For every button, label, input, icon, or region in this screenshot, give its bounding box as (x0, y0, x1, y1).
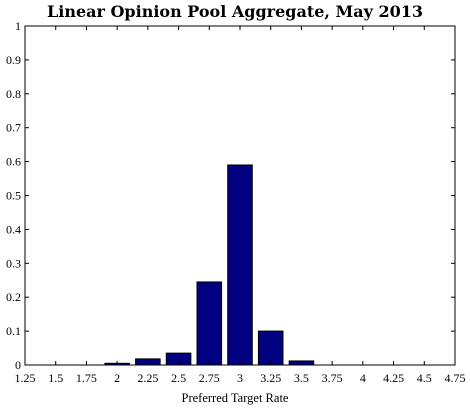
y-tick-label: 0.8 (6, 87, 21, 101)
y-tick-label: 0.2 (6, 290, 21, 304)
bar-2.75 (196, 281, 223, 366)
x-tick-label: 3.5 (294, 371, 309, 385)
x-tick-label: 3 (237, 371, 243, 385)
bar-3.25 (257, 330, 284, 366)
bars-group (104, 164, 315, 366)
y-tick-label: 0 (15, 358, 21, 372)
y-tick-label: 0.6 (6, 155, 21, 169)
x-axis-label: Preferred Target Rate (182, 391, 289, 405)
x-tick-label: 4.75 (445, 371, 466, 385)
x-tick-label: 2 (114, 371, 120, 385)
x-tick-label: 2.5 (171, 371, 186, 385)
x-tick-label: 2.25 (137, 371, 158, 385)
y-tick-label: 0.1 (6, 324, 21, 338)
y-tick-label: 0.3 (6, 256, 21, 270)
x-tick-label: 2.75 (199, 371, 220, 385)
x-tick-label: 4.5 (417, 371, 432, 385)
chart-title: Linear Opinion Pool Aggregate, May 2013 (47, 2, 423, 21)
y-tick-label: 0.9 (6, 53, 21, 67)
bar-3 (227, 164, 253, 366)
y-axis-ticks: 0 0.1 0.2 0.3 0.4 0.5 0.6 0.7 0.8 0.9 1 (6, 19, 455, 372)
x-tick-label: 3.25 (260, 371, 281, 385)
y-tick-label: 0.5 (6, 189, 21, 203)
x-tick-label: 4 (360, 371, 366, 385)
x-tick-label: 3.75 (322, 371, 343, 385)
x-axis-ticks: 1.25 1.5 1.75 2 2.25 2.5 2.75 3 3.25 3.5 3.75 4 4.25… (15, 26, 466, 385)
x-tick-label: 1.75 (76, 371, 97, 385)
y-tick-label: 1 (15, 19, 21, 33)
y-tick-label: 0.4 (6, 222, 21, 236)
x-tick-label: 1.5 (48, 371, 63, 385)
x-tick-label: 4.25 (383, 371, 404, 385)
x-tick-label: 1.25 (15, 371, 36, 385)
y-tick-label: 0.7 (6, 121, 21, 135)
